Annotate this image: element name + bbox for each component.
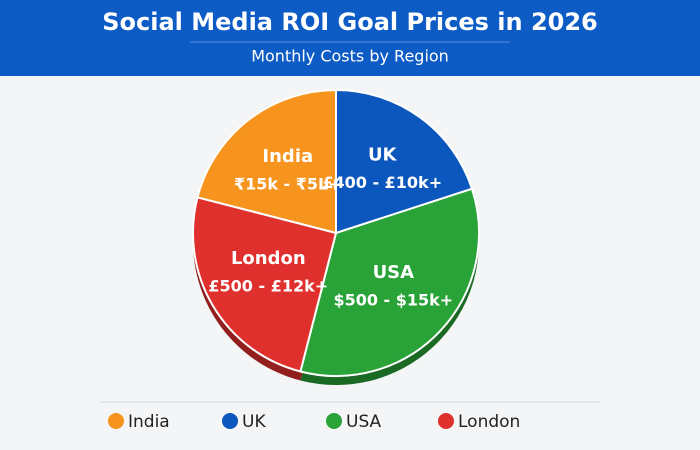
slice [299,187,480,377]
legend-swatch [222,413,238,429]
slice [192,196,338,373]
slice-value-label: ₹15k - ₹5L+ [234,174,342,193]
chart-title: Social Media ROI Goal Prices in 2026 [102,8,598,36]
legend-swatch [108,413,124,429]
legend-label: USA [346,412,382,432]
legend-label: UK [242,412,266,432]
slice-name: India [262,146,313,167]
slice [196,88,337,235]
slice-name: London [231,248,306,269]
pie [192,88,480,377]
chart-subtitle: Monthly Costs by Region [251,47,449,66]
legend-swatch [438,413,454,429]
slice [335,88,474,235]
legend-label: India [128,412,170,432]
legend-label: London [458,412,520,432]
slice-value-label: £400 - £10k+ [322,173,442,192]
legend-swatch [326,413,342,429]
slice-name: UK [368,144,398,165]
legend: India UK USA London [108,412,520,432]
slice-value-label: £500 - £12k+ [208,277,328,296]
header-band [0,0,700,76]
slice-name: USA [373,262,415,283]
slice-labels: India ₹15k - ₹5L+ UK £400 - £10k+ USA $500 - … [208,144,453,309]
slice-value-label: $500 - $15k+ [333,290,453,309]
